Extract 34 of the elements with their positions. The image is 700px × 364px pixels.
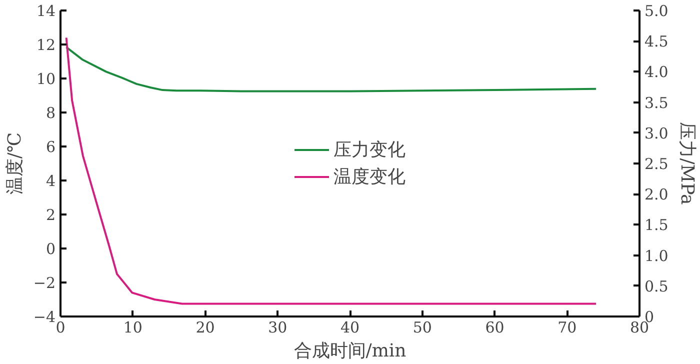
x-tick-label: 40 bbox=[340, 318, 360, 336]
y2-tick-label: 1.0 bbox=[644, 246, 668, 265]
y2-tick-label: 2.5 bbox=[644, 155, 668, 173]
y-tick-label: −2 bbox=[33, 274, 56, 292]
y-tick-label: 2 bbox=[46, 206, 56, 224]
y2-tick-label: 4.5 bbox=[644, 32, 668, 51]
line-series bbox=[65, 46, 598, 92]
y-tick-label: 6 bbox=[46, 138, 56, 156]
y-tick-label: −4 bbox=[33, 308, 56, 326]
x-tick-label: 70 bbox=[558, 318, 577, 336]
y-tick-label: 4 bbox=[46, 172, 56, 190]
y-tick-label: 8 bbox=[46, 104, 56, 122]
x-tick-label: 20 bbox=[196, 318, 215, 336]
x-tick-label: 50 bbox=[412, 318, 432, 336]
x-axis-title: 合成时间/min bbox=[294, 340, 407, 362]
y-tick-label: 10 bbox=[36, 70, 56, 88]
legend-label: 温度变化 bbox=[334, 166, 406, 188]
y2-tick-label: 0.5 bbox=[644, 277, 668, 296]
y2-tick-label: 1.5 bbox=[644, 216, 668, 234]
y2-tick-label: 4.0 bbox=[644, 63, 668, 82]
y-axis-title: 温度/℃ bbox=[4, 132, 26, 195]
line-series bbox=[65, 36, 598, 305]
y2-tick-label: 3.0 bbox=[644, 124, 668, 142]
y2-tick-label: 3.5 bbox=[644, 94, 668, 112]
y2-axis-title: 压力/MPa bbox=[676, 122, 698, 206]
y2-tick-label: 5.0 bbox=[644, 2, 668, 20]
x-tick-label: 10 bbox=[123, 318, 142, 336]
y-tick-label: 0 bbox=[46, 240, 56, 258]
y-tick-label: 12 bbox=[36, 36, 56, 54]
legend-label: 压力变化 bbox=[334, 138, 406, 162]
y2-tick-label: 2.0 bbox=[644, 186, 668, 204]
y-tick-label: 14 bbox=[36, 2, 56, 20]
x-tick-label: 30 bbox=[268, 318, 288, 336]
x-tick-label: 60 bbox=[485, 318, 504, 336]
